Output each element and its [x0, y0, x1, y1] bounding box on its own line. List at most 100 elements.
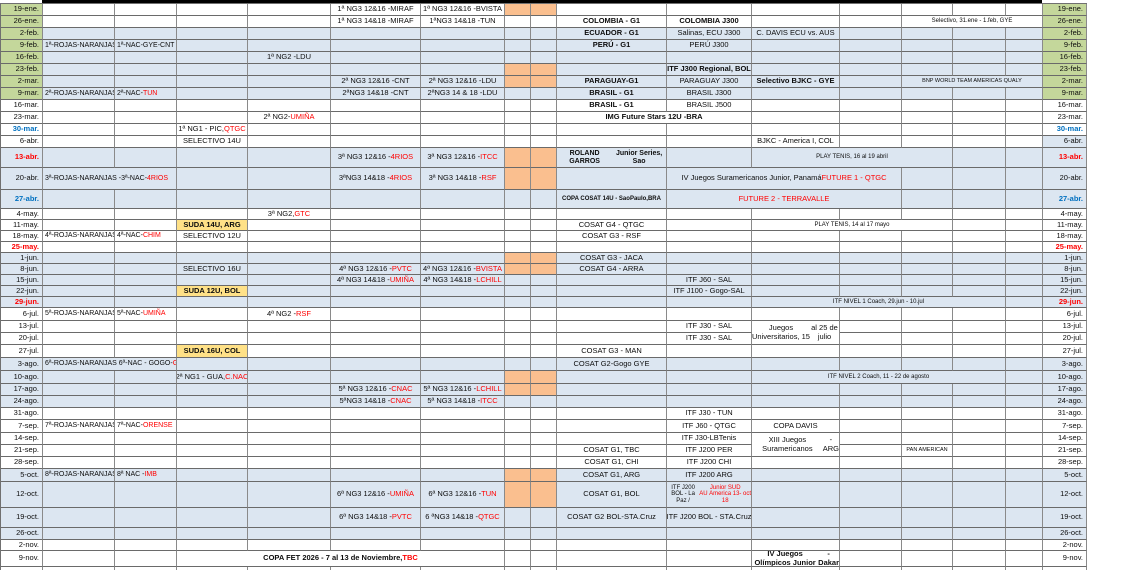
empty-cell-12-oct-L[interactable] [752, 482, 840, 508]
empty-cell-18-may-I[interactable] [531, 231, 557, 242]
date-left-27-abr.[interactable]: 27-abr. [1, 190, 43, 209]
empty-cell-17-ago-O[interactable] [953, 384, 1006, 396]
date-left-16-feb.[interactable]: 16-feb. [1, 52, 43, 64]
empty-cell-28-sep-E[interactable] [248, 457, 331, 469]
empty-cell-15-jun-D[interactable] [177, 275, 248, 286]
date-right-17-ago.[interactable]: 17-ago. [1043, 384, 1087, 396]
empty-cell-24-ago-I[interactable] [531, 396, 557, 408]
empty-cell-26-oct-C[interactable] [115, 528, 177, 540]
empty-cell-9-feb-L[interactable] [752, 40, 840, 52]
empty-cell-20-jul-N[interactable] [902, 333, 953, 345]
empty-cell-5-oct-L[interactable] [752, 469, 840, 482]
empty-cell-22-jun-J[interactable] [557, 286, 667, 297]
date-right-11-may.[interactable]: 11-may. [1043, 220, 1087, 231]
empty-cell-29-jun-E[interactable] [248, 297, 331, 308]
empty-cell-6-jul-F[interactable] [331, 308, 421, 321]
empty-cell-1-jun-C[interactable] [115, 253, 177, 264]
empty-cell-18-may-L[interactable] [752, 231, 840, 242]
date-left-2-feb.[interactable]: 2-feb. [1, 28, 43, 40]
highlight-cell-2-mar-H[interactable] [505, 76, 531, 88]
empty-cell-15-jun-L[interactable] [752, 275, 840, 286]
empty-cell-27-jul-H[interactable] [505, 345, 531, 358]
empty-cell-20-abr-E[interactable] [248, 168, 331, 190]
empty-cell-14-sep-J[interactable] [557, 433, 667, 445]
empty-cell-9-feb-F[interactable] [331, 40, 421, 52]
empty-cell-2-nov-F[interactable] [331, 540, 421, 551]
empty-cell-25-may-G[interactable] [421, 242, 505, 253]
empty-cell-2-nov-E[interactable] [248, 540, 331, 551]
empty-cell-16-mar-I[interactable] [531, 100, 557, 112]
date-left-9-nov.[interactable]: 9-nov. [1, 551, 43, 567]
empty-cell-29-jun-P[interactable] [1006, 297, 1043, 308]
empty-cell-21-sep-E[interactable] [248, 445, 331, 457]
empty-cell-14-sep-E[interactable] [248, 433, 331, 445]
empty-cell-9-nov-H[interactable] [505, 551, 531, 567]
empty-cell-18-may-F[interactable] [331, 231, 421, 242]
date-left-23-mar.[interactable]: 23-mar. [1, 112, 43, 124]
date-left-26-ene.[interactable]: 26-ene. [1, 16, 43, 28]
empty-cell-15-jun-O[interactable] [953, 275, 1006, 286]
empty-cell-29-jun-K[interactable] [667, 297, 752, 308]
event-cell-12-oct-J[interactable]: COSAT G1, BOL [557, 482, 667, 508]
empty-cell-r44-I[interactable] [531, 567, 557, 570]
event-cell-5-oct-K[interactable]: ITF J200 ARG [667, 469, 752, 482]
empty-cell-20-abr-N[interactable] [902, 168, 953, 190]
empty-cell-15-jun-C[interactable] [115, 275, 177, 286]
empty-cell-18-may-E[interactable] [248, 231, 331, 242]
event-cell-8-jun-F[interactable]: 4ª NG3 12&16 - PVTC [331, 264, 421, 275]
empty-cell-2-feb-N[interactable] [902, 28, 953, 40]
empty-cell-9-mar-L[interactable] [752, 88, 840, 100]
event-cell-18-may-J[interactable]: COSAT G3 - RSF [557, 231, 667, 242]
empty-cell-23-feb-L[interactable] [752, 64, 840, 76]
empty-cell-9-feb-P[interactable] [1006, 40, 1043, 52]
empty-cell-25-may-L[interactable] [752, 242, 840, 253]
empty-cell-13-abr-D[interactable] [177, 148, 248, 168]
empty-cell-7-sep-I[interactable] [531, 420, 557, 433]
empty-cell-3-ago-P[interactable] [1006, 358, 1043, 371]
empty-cell-22-jun-L[interactable] [752, 286, 840, 297]
empty-cell-6-abr-C[interactable] [115, 136, 177, 148]
empty-cell-13-jul-C[interactable] [115, 321, 177, 333]
event-cell-5-oct-B[interactable]: 8ª-ROJAS-NARANJAS [43, 469, 115, 482]
empty-cell-14-sep-D[interactable] [177, 433, 248, 445]
event-cell-9-feb-K[interactable]: PERÚ J300 [667, 40, 752, 52]
empty-cell-2-nov-C[interactable] [115, 540, 177, 551]
empty-cell-21-sep-G[interactable] [421, 445, 505, 457]
empty-cell-16-mar-P[interactable] [1006, 100, 1043, 112]
empty-cell-4-may-I[interactable] [531, 209, 557, 220]
date-right-23-mar.[interactable]: 23-mar. [1043, 112, 1087, 124]
empty-cell-15-jun-B[interactable] [43, 275, 115, 286]
empty-cell-3-ago-G[interactable] [421, 358, 505, 371]
empty-cell-3-ago-K[interactable] [667, 358, 752, 371]
empty-cell-29-jun-G[interactable] [421, 297, 505, 308]
empty-cell-26-oct-P[interactable] [1006, 528, 1043, 540]
empty-cell-24-ago-M[interactable] [840, 396, 902, 408]
event-cell-8-jun-D[interactable]: SELECTIVO 16U [177, 264, 248, 275]
empty-cell-26-oct-B[interactable] [43, 528, 115, 540]
empty-cell-5-oct-M[interactable] [840, 469, 902, 482]
empty-cell-6-abr-E[interactable] [248, 136, 331, 148]
event-cell-27-jul-J[interactable]: COSAT G3 - MAN [557, 345, 667, 358]
date-left-31-ago.[interactable]: 31-ago. [1, 408, 43, 420]
event-cell-8-jun-G[interactable]: 4ª NG3 12&16 - BVISTA [421, 264, 505, 275]
event-cell-4-may-E[interactable]: 3ª NG2, GTC [248, 209, 331, 220]
empty-cell-16-feb-I[interactable] [531, 52, 557, 64]
empty-cell-19-oct-H[interactable] [505, 508, 531, 528]
event-cell-27-jul-D[interactable]: SUDA 16U, COL [177, 345, 248, 358]
event-cell-13-abr-F[interactable]: 3ª NG3 12&16 -4RIOS [331, 148, 421, 168]
empty-cell-2-feb-F[interactable] [331, 28, 421, 40]
empty-cell-13-abr-B[interactable] [43, 148, 115, 168]
empty-cell-27-jul-I[interactable] [531, 345, 557, 358]
empty-cell-7-sep-O[interactable] [953, 420, 1006, 433]
event-cell-9-feb-J[interactable]: PERÚ - G1 [557, 40, 667, 52]
empty-cell-25-may-B[interactable] [43, 242, 115, 253]
empty-cell-1-jun-D[interactable] [177, 253, 248, 264]
event-cell-6-jul-B[interactable]: 5ª-ROJAS-NARANJAS [43, 308, 115, 321]
event-cell-14-sep-K[interactable]: ITF J30-LBTenis [667, 433, 752, 445]
empty-cell-6-abr-B[interactable] [43, 136, 115, 148]
empty-cell-9-feb-N[interactable] [902, 40, 953, 52]
empty-cell-8-jun-O[interactable] [953, 264, 1006, 275]
empty-cell-5-oct-G[interactable] [421, 469, 505, 482]
empty-cell-1-jun-O[interactable] [953, 253, 1006, 264]
empty-cell-25-may-E[interactable] [248, 242, 331, 253]
